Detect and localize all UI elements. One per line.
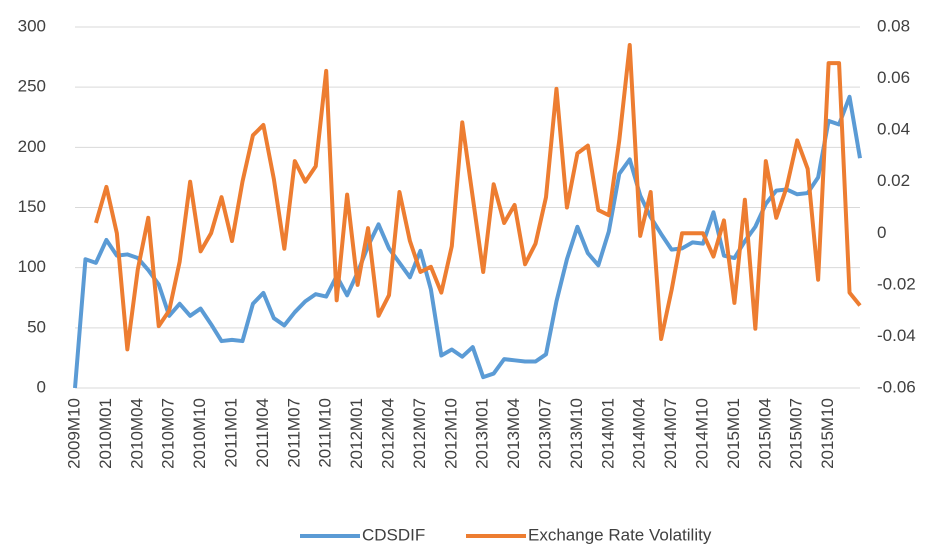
x-tick-label: 2014M04 [630,398,649,469]
series-line [94,43,862,352]
legend-label: CDSDIF [362,525,425,544]
x-tick-label: 2011M04 [253,398,272,468]
y2-tick-label: 0.02 [877,171,910,190]
x-tick-label: 2013M04 [504,398,523,469]
x-tick-label: 2010M07 [159,398,178,469]
y-tick-label: 100 [18,257,46,276]
y2-tick-label: 0.08 [877,16,910,35]
x-tick-label: 2009M10 [64,398,83,469]
y-tick-label: 300 [18,16,46,35]
x-tick-label: 2014M01 [598,398,617,469]
x-tick-label: 2013M01 [473,398,492,469]
x-tick-label: 2013M10 [567,398,586,469]
y2-tick-label: -0.02 [877,274,916,293]
x-tick-label: 2013M07 [535,398,554,469]
y2-tick-label: 0.06 [877,68,910,87]
y2-tick-label: -0.04 [877,326,916,345]
x-tick-label: 2011M01 [221,398,240,468]
y2-tick-label: 0 [877,223,886,242]
legend-label: Exchange Rate Volatility [528,525,712,544]
x-tick-label: 2012M01 [347,398,366,469]
y2-tick-label: -0.06 [877,377,916,396]
y2-tick-label: 0.04 [877,120,910,139]
x-tick-label: 2015M07 [787,398,806,469]
x-tick-label: 2010M01 [96,398,115,469]
x-tick-label: 2012M10 [441,398,460,469]
x-tick-label: 2015M04 [755,398,774,469]
x-tick-label: 2011M10 [316,398,335,468]
y-tick-label: 0 [37,377,46,396]
y-tick-label: 50 [27,317,46,336]
x-tick-label: 2012M04 [378,398,397,469]
x-tick-label: 2011M07 [284,398,303,468]
x-tick-label: 2015M10 [818,398,837,469]
x-tick-label: 2012M07 [410,398,429,469]
x-tick-label: 2010M04 [127,398,146,469]
y-tick-label: 150 [18,197,46,216]
y-tick-label: 200 [18,137,46,156]
x-tick-label: 2014M07 [661,398,680,469]
x-tick-label: 2010M10 [190,398,209,469]
x-tick-label: 2014M10 [692,398,711,469]
y-tick-label: 250 [18,77,46,96]
x-tick-label: 2015M01 [724,398,743,469]
